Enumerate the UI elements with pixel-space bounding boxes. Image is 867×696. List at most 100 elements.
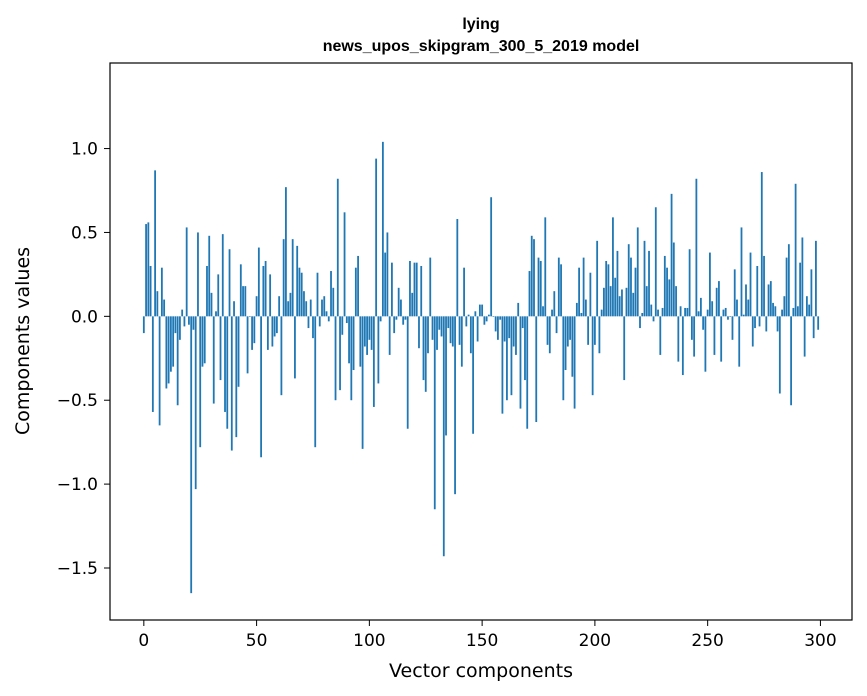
plot-frame	[109, 62, 853, 621]
bar-component-250	[706, 309, 709, 317]
bar-component-21	[190, 316, 193, 594]
bar-component-122	[418, 316, 420, 349]
y-tick-label: −0.5	[57, 391, 98, 411]
bar-component-163	[510, 316, 513, 396]
bar-component-267	[745, 284, 747, 317]
bar-component-26	[201, 316, 204, 367]
bar-component-248	[702, 316, 705, 330]
bar-component-221	[641, 312, 644, 317]
bar-component-7	[158, 316, 161, 426]
bar-component-54	[264, 260, 267, 317]
bar-component-247	[699, 297, 702, 317]
bar-component-211	[618, 296, 621, 317]
bar-component-265	[740, 227, 743, 317]
bar-component-67	[294, 316, 296, 379]
x-tick-label: 200	[579, 631, 611, 651]
bar-component-271	[754, 316, 756, 329]
bar-component-24	[197, 232, 199, 317]
bar-component-125	[424, 316, 427, 392]
bar-component-297	[812, 316, 815, 339]
bar-component-195	[582, 257, 585, 317]
bar-component-16	[179, 316, 181, 340]
bar-component-257	[722, 309, 725, 317]
bar-component-137	[451, 316, 454, 347]
bar-component-281	[776, 316, 779, 332]
bar-component-27	[203, 316, 206, 364]
bar-component-282	[778, 316, 781, 394]
bar-component-161	[506, 316, 508, 401]
bar-component-144	[467, 314, 470, 317]
bar-component-243	[690, 316, 693, 340]
bar-component-223	[645, 286, 648, 317]
bar-component-294	[805, 296, 808, 317]
bar-component-36	[224, 316, 226, 412]
bar-component-274	[760, 172, 763, 317]
bar-component-22	[192, 316, 195, 330]
bar-component-171	[528, 271, 531, 317]
bar-component-169	[524, 316, 526, 381]
bar-component-155	[492, 316, 495, 317]
bar-component-50	[255, 296, 258, 317]
bar-component-178	[544, 217, 547, 317]
bar-component-162	[508, 316, 511, 339]
bar-component-32	[215, 311, 217, 317]
bar-component-206	[607, 264, 610, 317]
bar-component-261	[731, 316, 734, 340]
bar-component-234	[670, 193, 673, 317]
bar-component-286	[787, 244, 790, 317]
bar-component-129	[433, 316, 436, 510]
bar-component-207	[609, 286, 612, 317]
bar-component-73	[307, 316, 310, 329]
bar-component-6	[156, 291, 159, 317]
bar-component-242	[688, 249, 691, 317]
bar-component-118	[409, 260, 411, 317]
bar-component-167	[519, 316, 522, 409]
bar-component-97	[361, 316, 364, 449]
bar-component-287	[790, 316, 792, 406]
bar-component-60	[278, 296, 281, 317]
bar-component-93	[352, 316, 355, 371]
bar-component-212	[621, 289, 623, 317]
bar-component-232	[666, 267, 668, 317]
bar-component-121	[415, 262, 418, 317]
bar-component-181	[551, 309, 553, 317]
bar-component-209	[614, 277, 617, 317]
bar-component-132	[440, 316, 443, 337]
bar-component-63	[285, 187, 287, 317]
bar-component-1	[145, 224, 147, 317]
bar-component-152	[485, 316, 488, 322]
bar-component-184	[557, 257, 560, 317]
bar-component-115	[402, 316, 405, 325]
bar-component-105	[379, 316, 382, 322]
bar-component-237	[677, 316, 680, 362]
bar-component-10	[165, 316, 168, 389]
bar-component-99	[366, 316, 368, 355]
bar-component-190	[571, 316, 574, 377]
bar-component-9	[163, 299, 166, 317]
bar-component-217	[632, 292, 635, 317]
bar-component-154	[490, 197, 493, 317]
bar-component-76	[314, 316, 317, 448]
bar-component-17	[181, 309, 184, 317]
bar-component-157	[497, 316, 499, 340]
bar-component-38	[228, 249, 231, 317]
bar-component-145	[469, 316, 472, 354]
bar-component-175	[537, 257, 540, 317]
bar-component-230	[661, 307, 664, 317]
bar-component-58	[273, 316, 276, 337]
bar-component-111	[393, 316, 396, 334]
bar-component-279	[772, 302, 774, 317]
bar-component-187	[564, 316, 567, 371]
bar-component-254	[715, 287, 718, 317]
bar-component-74	[309, 299, 312, 317]
bar-component-65	[289, 292, 292, 317]
bar-component-266	[742, 314, 745, 317]
bar-component-41	[235, 316, 238, 438]
bar-component-135	[447, 316, 450, 329]
bar-component-280	[774, 306, 777, 317]
bar-component-196	[584, 299, 587, 317]
bar-component-283	[781, 309, 783, 317]
bar-component-140	[458, 316, 461, 345]
bar-component-85	[334, 316, 337, 401]
bar-component-186	[562, 316, 565, 401]
